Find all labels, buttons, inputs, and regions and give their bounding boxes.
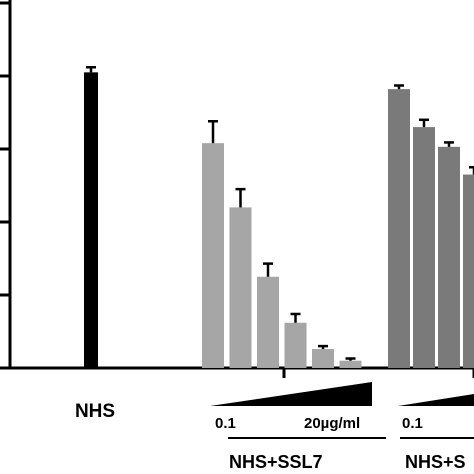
concentration-low-label-s: 0.1 [402,415,423,432]
bar [202,143,224,368]
bar [229,207,252,368]
group-label-ssl7: NHS+SSL7 [229,452,323,472]
bars [84,65,474,368]
bar [257,276,279,368]
bar [339,360,362,368]
concentration-low-label-ssl7: 0.1 [215,415,236,432]
bar [438,146,460,368]
group-label-nhs: NHS [75,401,115,422]
concentration-high-label-ssl7: 20µg/ml [304,415,360,432]
bar [388,89,410,368]
bar [84,72,98,368]
annotations: NHS 0.1 20µg/ml NHS+SSL7 0.1 NHS+S [75,382,474,472]
group-label-s: NHS+S [405,452,466,472]
bar [312,349,334,368]
concentration-wedge-ssl7 [210,382,372,406]
bar [284,322,307,368]
bar [413,127,435,368]
concentration-wedge-s [398,394,474,406]
bar [463,174,474,368]
